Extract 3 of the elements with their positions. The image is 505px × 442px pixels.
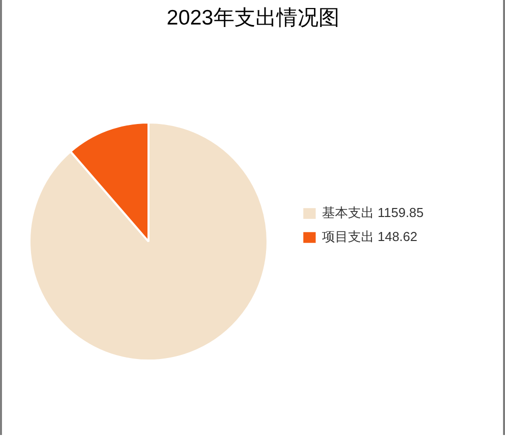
legend-label: 项目支出 148.62	[322, 228, 418, 246]
chart-title: 2023年支出情况图	[166, 6, 340, 30]
legend-label: 基本支出 1159.85	[322, 204, 424, 222]
